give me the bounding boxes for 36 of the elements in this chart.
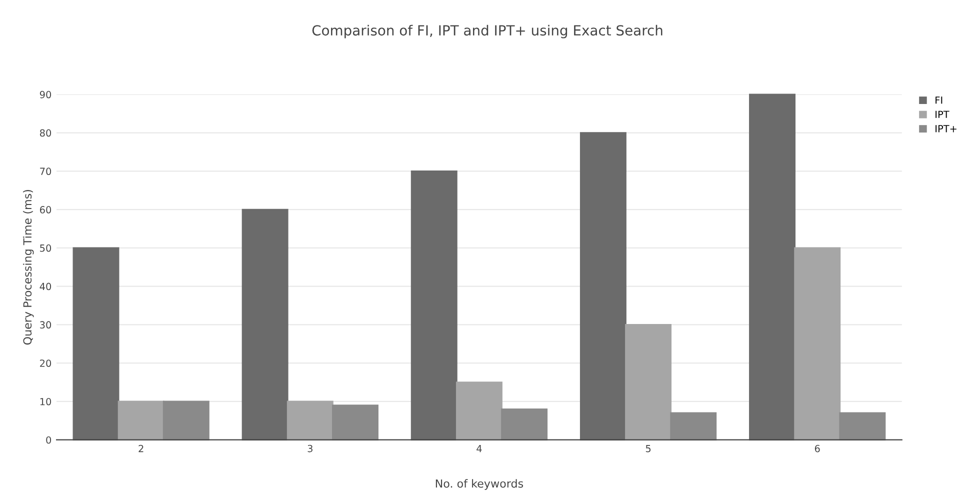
bar bbox=[501, 408, 548, 441]
y-tick-label: 10 bbox=[40, 398, 52, 406]
y-tick-label: 20 bbox=[40, 360, 52, 367]
x-tick-label: 2 bbox=[138, 444, 144, 452]
x-axis-title: No. of keywords bbox=[436, 479, 524, 490]
bar bbox=[286, 400, 334, 441]
legend-label: IPT+ bbox=[936, 125, 956, 132]
bar bbox=[118, 400, 164, 441]
y-tick-label: 50 bbox=[40, 244, 52, 252]
bar bbox=[332, 404, 378, 441]
y-tick-label: 0 bbox=[46, 436, 52, 444]
y-axis-title: Query Processing Time (ms) bbox=[23, 190, 34, 345]
legend-label: IPT bbox=[936, 110, 950, 118]
bar bbox=[162, 400, 210, 441]
x-tick-label: 3 bbox=[308, 444, 312, 452]
x-tick-label: 6 bbox=[814, 444, 820, 452]
y-tick-label: 90 bbox=[40, 90, 52, 98]
bar bbox=[839, 412, 886, 441]
bar bbox=[410, 170, 458, 441]
legend-label: FI bbox=[936, 96, 942, 104]
bar bbox=[456, 382, 502, 441]
bar bbox=[72, 247, 120, 441]
y-tick-label: 60 bbox=[40, 206, 52, 214]
x-tick-label: 5 bbox=[646, 445, 651, 452]
bar bbox=[794, 247, 841, 441]
y-tick-label: 40 bbox=[40, 282, 52, 290]
x-tick-label: 4 bbox=[476, 445, 482, 452]
y-tick-label: 70 bbox=[40, 168, 52, 176]
chart-title: Comparison of FI, IPT and IPT+ using Exact Search bbox=[312, 24, 662, 38]
bar bbox=[749, 94, 796, 441]
bar bbox=[580, 132, 626, 441]
bar bbox=[242, 208, 288, 441]
bar bbox=[670, 412, 717, 441]
y-tick-label: 80 bbox=[40, 129, 52, 137]
y-tick-label: 30 bbox=[40, 321, 52, 329]
bar bbox=[625, 324, 672, 441]
